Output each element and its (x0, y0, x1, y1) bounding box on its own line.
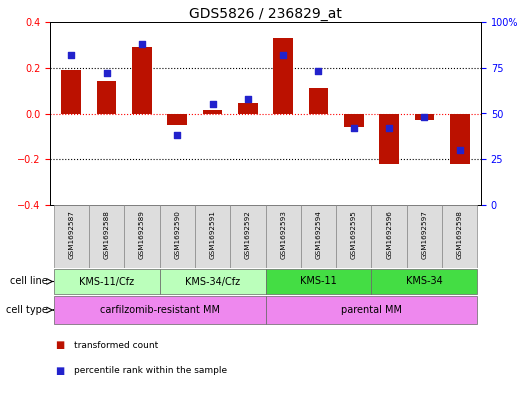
Bar (407, 205, 442, 268)
Text: GSM1692597: GSM1692597 (422, 210, 427, 259)
Bar (132, 47, 152, 114)
Text: GSM1692588: GSM1692588 (104, 210, 109, 259)
Text: GSM1692590: GSM1692590 (174, 210, 180, 259)
Bar (371, 269, 477, 294)
Text: GSM1692587: GSM1692587 (68, 210, 74, 259)
Bar (160, 269, 266, 294)
Text: carfilzomib-resistant MM: carfilzomib-resistant MM (99, 305, 220, 315)
Text: parental MM: parental MM (341, 305, 402, 315)
Bar (450, 114, 470, 164)
Point (456, 147, 464, 153)
Bar (266, 296, 477, 324)
Bar (415, 114, 434, 120)
Point (279, 52, 287, 58)
Bar (266, 205, 301, 268)
Point (244, 96, 252, 102)
Bar (336, 205, 371, 268)
Point (420, 114, 429, 120)
Text: GSM1692591: GSM1692591 (210, 210, 215, 259)
Bar (274, 38, 293, 114)
Text: GSM1692596: GSM1692596 (386, 210, 392, 259)
Bar (195, 205, 230, 268)
Bar (53, 296, 266, 324)
Bar (301, 205, 336, 268)
Bar (230, 205, 266, 268)
Point (67, 52, 75, 58)
Point (208, 101, 217, 108)
Bar (309, 88, 328, 114)
Point (350, 125, 358, 131)
Bar (379, 114, 399, 164)
Bar (203, 110, 222, 114)
Bar (167, 114, 187, 125)
Point (314, 68, 323, 75)
Text: KMS-11/Cfz: KMS-11/Cfz (79, 277, 134, 286)
Bar (371, 205, 407, 268)
Title: GDS5826 / 236829_at: GDS5826 / 236829_at (189, 7, 342, 21)
Text: KMS-34: KMS-34 (406, 277, 443, 286)
Text: ■: ■ (55, 365, 64, 376)
Bar (160, 205, 195, 268)
Bar (266, 269, 371, 294)
Bar (53, 205, 89, 268)
Bar (97, 81, 116, 114)
Text: GSM1692595: GSM1692595 (351, 210, 357, 259)
Text: GSM1692598: GSM1692598 (457, 210, 463, 259)
Text: KMS-34/Cfz: KMS-34/Cfz (185, 277, 240, 286)
Text: GSM1692592: GSM1692592 (245, 210, 251, 259)
Text: GSM1692593: GSM1692593 (280, 210, 286, 259)
Bar (53, 269, 160, 294)
Text: cell type: cell type (6, 305, 48, 315)
Point (103, 70, 111, 76)
Text: percentile rank within the sample: percentile rank within the sample (74, 366, 226, 375)
Text: ■: ■ (55, 340, 64, 350)
Bar (124, 205, 160, 268)
Bar (442, 205, 477, 268)
Bar (344, 114, 363, 127)
Text: GSM1692594: GSM1692594 (315, 210, 322, 259)
Point (173, 132, 181, 139)
Bar (62, 70, 81, 114)
Text: cell line: cell line (10, 277, 48, 286)
Bar (89, 205, 124, 268)
Text: GSM1692589: GSM1692589 (139, 210, 145, 259)
Text: transformed count: transformed count (74, 340, 158, 349)
Text: KMS-11: KMS-11 (300, 277, 337, 286)
Point (138, 41, 146, 47)
Bar (238, 103, 257, 114)
Point (385, 125, 393, 131)
